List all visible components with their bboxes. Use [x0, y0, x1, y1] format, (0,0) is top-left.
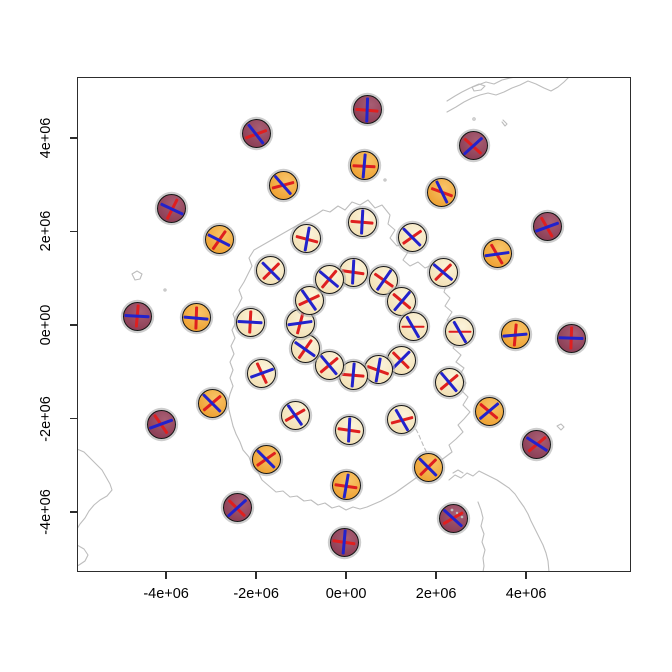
glyph-cream-18: [334, 415, 364, 445]
y-axis-tick: [70, 417, 77, 420]
coastline-islet-e: [501, 119, 508, 127]
x-axis-tick: [435, 572, 437, 579]
glyph-maroon-40: [522, 429, 552, 459]
glyph-maroon-41: [438, 503, 468, 533]
glyph-cream-23: [292, 224, 322, 254]
glyph-cream-14: [428, 257, 458, 287]
coastline-islet-a: [131, 270, 143, 281]
glyph-orange-32: [197, 388, 227, 418]
y-tick-label: 0e+00: [38, 304, 54, 346]
y-axis-tick: [70, 137, 77, 139]
coastline-left-cape: [77, 448, 113, 530]
glyph-maroon-43: [222, 493, 252, 523]
x-tick-label: 2e+06: [415, 586, 457, 602]
glyph-maroon-47: [241, 119, 271, 149]
glyph-maroon-46: [157, 194, 187, 224]
glyph-cream-6: [338, 360, 368, 390]
glyph-orange-35: [268, 170, 298, 200]
glyph-cream-3: [398, 312, 428, 342]
glyph-cream-0: [338, 257, 368, 287]
glyph-cream-2: [387, 286, 417, 316]
coastline-islet-f: [383, 178, 387, 182]
coastline-south-america: [448, 470, 550, 572]
glyph-cream-21: [235, 307, 265, 337]
glyph-cream-12: [347, 207, 377, 237]
glyph-orange-24: [349, 151, 379, 181]
glyph-orange-33: [181, 303, 211, 333]
glyph-cream-22: [256, 256, 286, 286]
glyph-orange-27: [500, 320, 530, 350]
glyph-cream-15: [445, 317, 475, 347]
x-tick-label: -4e+06: [143, 586, 189, 602]
coastline-nz-1: [446, 77, 517, 102]
glyph-cream-17: [387, 405, 417, 435]
glyph-orange-30: [331, 471, 361, 501]
coastline-nz-2: [446, 77, 570, 113]
x-axis-tick: [165, 572, 167, 579]
coastline-sa-channel: [477, 501, 486, 572]
coastline-islet-d: [472, 117, 476, 121]
glyph-maroon-38: [532, 212, 562, 242]
glyph-orange-25: [427, 177, 457, 207]
glyph-orange-26: [482, 239, 512, 269]
glyph-cream-19: [280, 400, 310, 430]
y-tick-label: 4e+06: [38, 117, 54, 159]
glyph-orange-28: [474, 396, 504, 426]
y-tick-label: 2e+06: [38, 211, 54, 252]
y-axis-tick: [70, 230, 77, 233]
glyph-orange-31: [251, 444, 281, 474]
glyph-maroon-37: [458, 131, 488, 161]
coastline-islet-g: [163, 288, 167, 292]
coastline-nz-islet: [471, 83, 486, 92]
x-tick-label: 4e+06: [505, 586, 547, 602]
glyph-maroon-39: [556, 323, 586, 353]
y-tick-label: -2e+06: [38, 395, 54, 442]
coastline-sa-islets: [452, 469, 464, 474]
glyph-maroon-44: [146, 409, 176, 439]
glyph-cream-10: [294, 285, 324, 315]
glyph-cream-7: [314, 350, 344, 380]
glyph-maroon-36: [352, 95, 382, 125]
plot-area: [77, 77, 631, 572]
x-tick-label: 0e+00: [325, 586, 367, 602]
coastline-left-islet: [77, 544, 89, 567]
coastline-islet-c: [556, 423, 565, 431]
y-axis-tick: [70, 324, 77, 326]
x-tick-label: -2e+06: [233, 586, 279, 602]
glyph-maroon-42: [329, 527, 359, 557]
glyph-cream-11: [314, 264, 344, 294]
y-tick-label: -4e+06: [38, 489, 54, 535]
x-axis-tick: [255, 572, 257, 579]
glyph-orange-29: [413, 452, 443, 482]
x-axis-tick: [525, 572, 527, 579]
island-specks-overlay: [450, 508, 464, 519]
glyph-maroon-45: [122, 301, 152, 331]
glyph-cream-13: [397, 222, 427, 252]
glyph-cream-20: [247, 358, 277, 388]
y-axis-tick: [70, 511, 77, 513]
x-axis-tick: [345, 572, 347, 579]
glyph-cream-16: [434, 367, 464, 397]
glyph-orange-34: [204, 225, 234, 255]
